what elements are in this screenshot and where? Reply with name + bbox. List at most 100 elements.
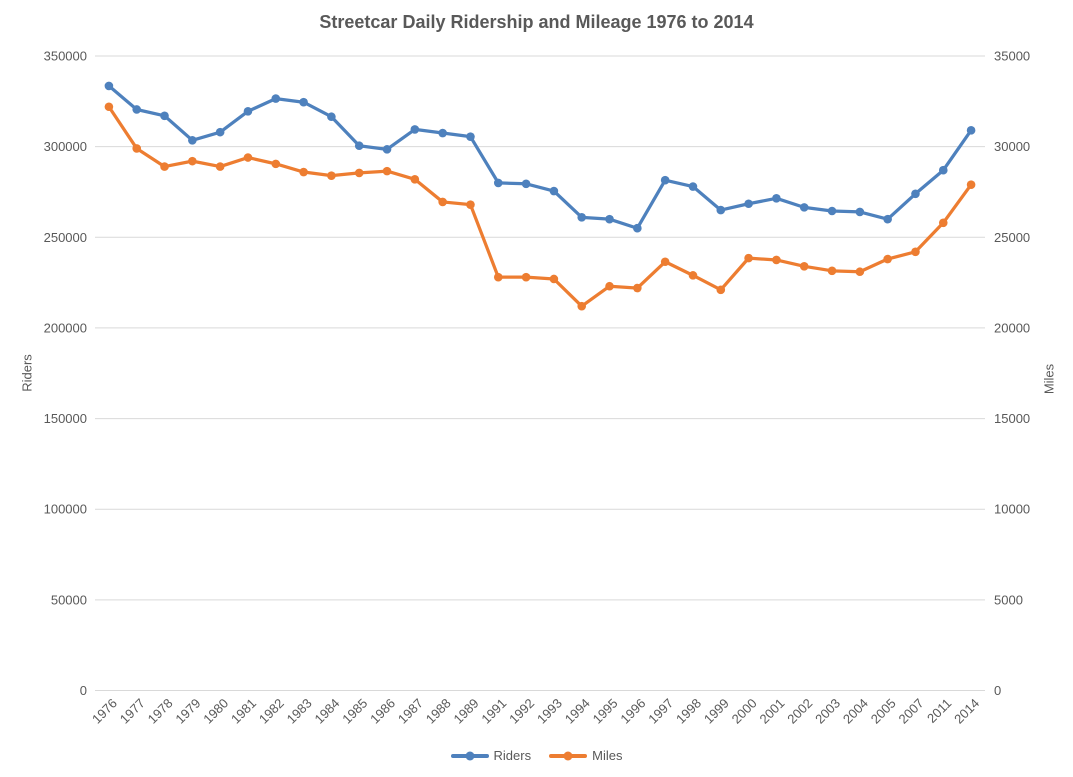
x-axis-tick-label: 1980 <box>200 696 231 727</box>
riders-legend-dot-icon <box>465 751 475 760</box>
miles-data-point-marker <box>577 301 587 311</box>
left-axis-tick-label: 250000 <box>44 230 87 245</box>
x-axis-tick-label: 1976 <box>89 696 120 727</box>
miles-data-point-marker <box>633 283 642 293</box>
riders-line <box>107 84 973 230</box>
x-axis-tick-label: 1982 <box>256 696 287 727</box>
right-axis-tick-label: 35000 <box>994 49 1030 64</box>
riders-data-point-marker <box>188 135 197 145</box>
right-axis-tick-label: 30000 <box>994 139 1030 154</box>
riders-legend-line-icon <box>450 751 489 760</box>
riders-data-point-marker <box>883 214 892 224</box>
x-axis-tick-label: 2001 <box>756 696 787 727</box>
miles-data-point-marker <box>521 272 531 282</box>
riders-data-point-marker <box>716 205 726 215</box>
x-axis-tick-label: 2002 <box>784 696 815 727</box>
riders-data-point-marker <box>827 206 837 216</box>
miles-data-point-marker <box>382 166 392 176</box>
miles-data-point-marker <box>938 218 948 228</box>
miles-data-point-marker <box>549 274 559 284</box>
riders-data-point-marker <box>938 165 948 175</box>
riders-data-point-marker <box>215 127 225 137</box>
riders-data-point-marker <box>744 199 753 209</box>
x-axis-tick-label: 1987 <box>395 696 426 727</box>
x-axis-tick-label: 2003 <box>812 696 843 727</box>
x-axis-tick-label: 1996 <box>617 696 648 727</box>
left-axis-tick-label: 350000 <box>44 49 87 64</box>
miles-data-point-marker <box>660 257 670 267</box>
miles-data-point-marker <box>799 261 809 271</box>
miles-data-point-marker <box>855 267 865 277</box>
left-axis-tick-label: 150000 <box>44 411 87 426</box>
miles-data-point-marker <box>215 162 225 171</box>
left-axis-tick-label: 50000 <box>51 592 87 607</box>
riders-data-point-marker <box>327 112 336 122</box>
riders-data-point-marker <box>438 128 447 138</box>
miles-legend-line-icon <box>549 751 588 760</box>
miles-data-point-marker <box>410 174 420 184</box>
riders-data-point-marker <box>772 194 781 203</box>
x-axis-tick-label: 2005 <box>868 696 899 727</box>
miles-data-point-marker <box>744 253 753 263</box>
riders-data-point-marker <box>243 106 253 116</box>
riders-data-point-marker <box>549 186 559 196</box>
x-axis-tick-label: 1991 <box>478 696 509 727</box>
right-axis-tick-label: 5000 <box>994 592 1023 607</box>
riders-data-point-marker <box>521 179 531 189</box>
riders-data-point-marker <box>493 178 503 188</box>
miles-data-point-marker <box>438 197 447 207</box>
miles-data-point-marker <box>243 153 253 162</box>
miles-data-point-marker <box>966 180 976 190</box>
miles-legend-dot-icon <box>563 751 573 760</box>
miles-data-point-marker <box>299 167 308 177</box>
riders-data-point-marker <box>299 97 308 107</box>
miles-data-point-marker <box>354 168 364 178</box>
x-axis-tick-label: 1997 <box>645 696 676 727</box>
chart-title: Streetcar Daily Ridership and Mileage 19… <box>319 12 754 32</box>
left-axis-tick-label: 0 <box>80 683 87 698</box>
x-axis-tick-label: 1984 <box>311 696 342 727</box>
riders-data-point-marker <box>855 207 865 217</box>
right-axis-tick-label: 10000 <box>994 502 1030 517</box>
riders-legend-label: Riders <box>493 748 532 763</box>
x-axis-tick-label: 2004 <box>840 696 871 727</box>
x-axis-tick-label: 1986 <box>367 696 398 727</box>
right-axis-tick-label: 20000 <box>994 320 1030 335</box>
left-axis-tick-label: 200000 <box>44 320 87 335</box>
miles-legend-label: Miles <box>592 748 623 763</box>
x-axis-tick-label: 1983 <box>284 696 315 727</box>
left-axis-tick-label: 100000 <box>44 502 87 517</box>
x-axis-tick-label: 1992 <box>506 696 537 727</box>
miles-data-point-marker <box>271 159 281 169</box>
riders-data-point-marker <box>466 132 475 141</box>
x-axis-tick-label: 1999 <box>701 696 732 727</box>
riders-data-point-marker <box>966 126 976 135</box>
x-axis-tick-label: 1978 <box>145 696 176 727</box>
right-axis-tick-label: 15000 <box>994 411 1030 426</box>
riders-data-point-marker <box>688 182 698 191</box>
miles-data-point-marker <box>688 271 698 280</box>
riders-data-point-marker <box>911 189 920 199</box>
x-axis-tick-label: 1989 <box>451 696 482 727</box>
x-axis-tick-label: 2007 <box>896 696 927 727</box>
miles-data-point-marker <box>104 102 114 112</box>
miles-line <box>107 105 973 308</box>
miles-data-point-marker <box>716 285 726 295</box>
riders-data-point-marker <box>633 223 642 233</box>
riders-data-point-marker <box>271 94 281 103</box>
miles-data-point-marker <box>466 200 475 209</box>
legend-item-riders: Riders <box>450 748 532 763</box>
riders-data-point-marker <box>132 105 142 114</box>
right-axis-tick-label: 25000 <box>994 230 1030 245</box>
riders-data-point-marker <box>660 175 670 185</box>
miles-data-point-marker <box>911 247 920 257</box>
miles-data-point-marker <box>327 171 336 180</box>
riders-data-point-marker <box>354 141 364 151</box>
riders-data-point-marker <box>799 203 809 212</box>
x-axis-tick-label: 1993 <box>534 696 565 727</box>
riders-data-point-marker <box>160 111 169 121</box>
riders-data-point-marker <box>577 213 587 222</box>
miles-data-point-marker <box>188 156 197 166</box>
x-axis-tick-label: 1981 <box>228 696 259 727</box>
